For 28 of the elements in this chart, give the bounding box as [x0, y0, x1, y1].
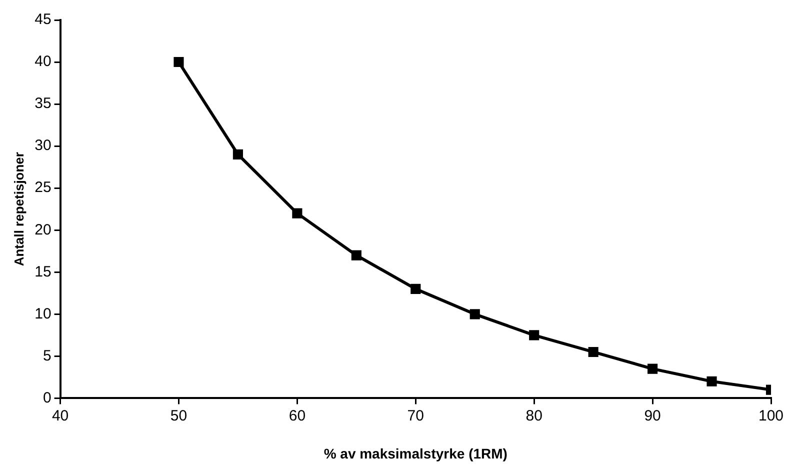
x-tick-label: 60 [288, 407, 306, 424]
point [410, 284, 421, 294]
point [588, 346, 598, 358]
y-tick-label: 35 [34, 95, 52, 112]
x-tick-label: 80 [526, 407, 542, 424]
point [470, 309, 480, 320]
y-tick-label: 40 [34, 53, 52, 70]
y-tick-label: 45 [34, 11, 52, 28]
y-axis-title: Antall repetisjoner [11, 152, 26, 266]
y-tick-label: 10 [34, 305, 52, 322]
point [706, 376, 717, 386]
x-tick-label: 70 [407, 407, 424, 424]
y-tick-label: 0 [42, 389, 52, 406]
y-tick-label: 5 [42, 347, 52, 364]
y-tick-label: 25 [34, 179, 52, 196]
point [292, 208, 302, 218]
y-tick-label: 15 [34, 263, 52, 280]
y-tick-label: 20 [34, 221, 52, 238]
x-tick-label: 100 [758, 407, 784, 424]
y-tick-label: 30 [34, 137, 52, 154]
point [232, 149, 243, 160]
x-tick-label: 90 [644, 407, 661, 424]
point [648, 364, 658, 374]
point [351, 250, 362, 260]
point [174, 56, 184, 68]
point [529, 330, 540, 340]
x-tick-label: 50 [170, 407, 188, 424]
x-axis-title: % av maksimalstyrke (1RM) [324, 445, 508, 462]
